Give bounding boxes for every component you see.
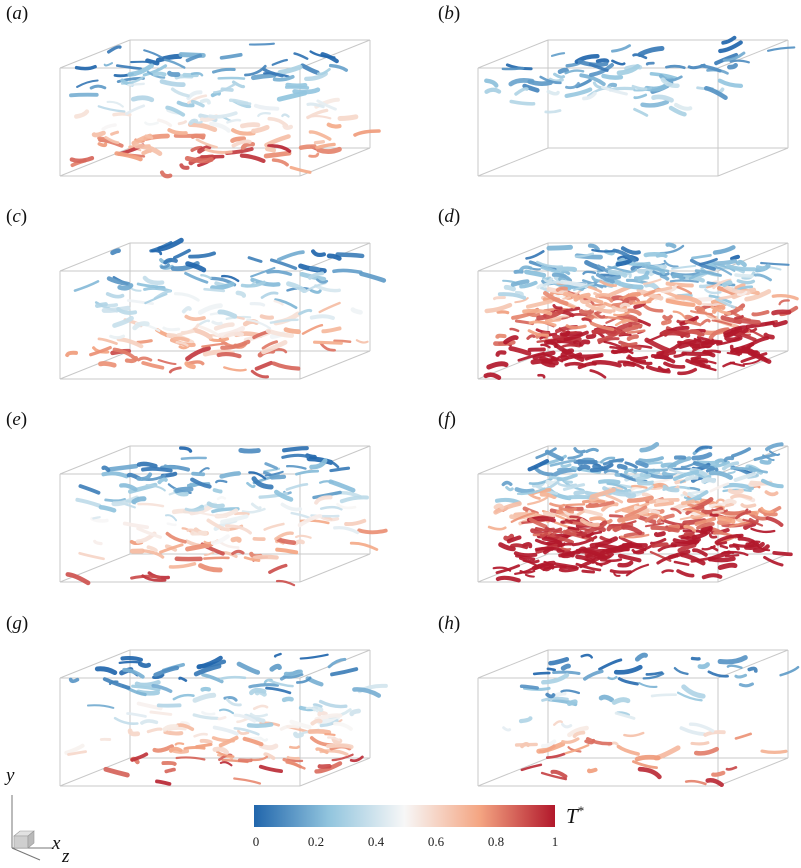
vortex-structures-a [69,42,381,179]
panel-label-e: (e) [6,409,28,430]
panel-box-a [59,39,371,177]
vortex-structures-b [484,35,796,117]
colorbar [254,805,555,827]
panel-label-g: (g) [6,613,29,634]
axis-label-y: y [6,765,15,786]
vortex-structures-g [64,652,388,786]
colorbar-tick: 0.4 [367,834,385,849]
colorbar-tick: 0 [252,834,260,849]
panel-label-h: (h) [438,613,461,634]
panel-label-b: (b) [438,3,461,24]
vortex-structures-h [502,652,800,788]
panel-label-d: (d) [438,206,461,227]
colorbar-tick: 0.8 [487,834,505,849]
colorbar-tick: 0.6 [427,834,445,849]
axis-label-x: x [52,833,61,854]
vortex-structures-c [65,237,387,379]
vortex-structures-e [65,446,388,587]
colorbar-tick: 1 [551,834,559,849]
panel-label-f: (f) [438,409,456,430]
vortex-structures-d [483,242,799,380]
vortex-structures-f [487,441,793,583]
axis-triad [11,795,52,861]
axis-label-z: z [62,846,70,867]
panel-label-a: (a) [6,3,29,24]
colorbar-tick: 0.2 [307,834,325,849]
panel-label-c: (c) [6,206,28,227]
colorbar-title: T* [566,803,585,828]
